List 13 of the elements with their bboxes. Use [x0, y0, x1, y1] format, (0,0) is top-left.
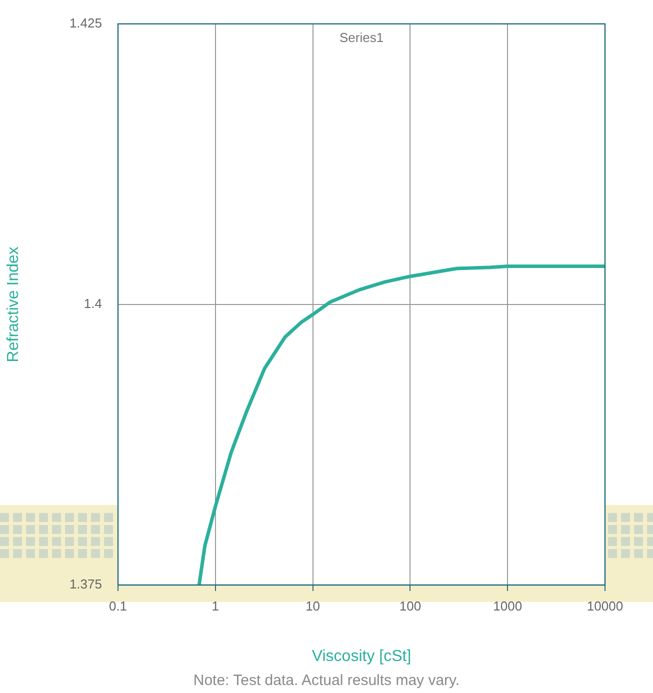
x-tick-label: 1: [212, 598, 220, 614]
y-axis-title: Refractive Index: [5, 246, 22, 362]
y-tick-label: 1.4: [84, 296, 102, 311]
x-tick-label: 10000: [586, 598, 624, 614]
y-tick-label: 1.375: [69, 576, 102, 592]
x-tick-label: 1000: [493, 598, 522, 614]
x-axis-title: Viscosity [cSt]: [312, 648, 412, 665]
text: Note: Test data. Actual results may vary.: [192, 672, 461, 689]
x-tick-label: 100: [399, 598, 422, 614]
y-tick-label: 1.425: [69, 15, 102, 30]
text: Series1: [339, 30, 384, 45]
x-tick-label: 10: [306, 598, 320, 614]
x-tick-label: 0.1: [108, 598, 128, 614]
